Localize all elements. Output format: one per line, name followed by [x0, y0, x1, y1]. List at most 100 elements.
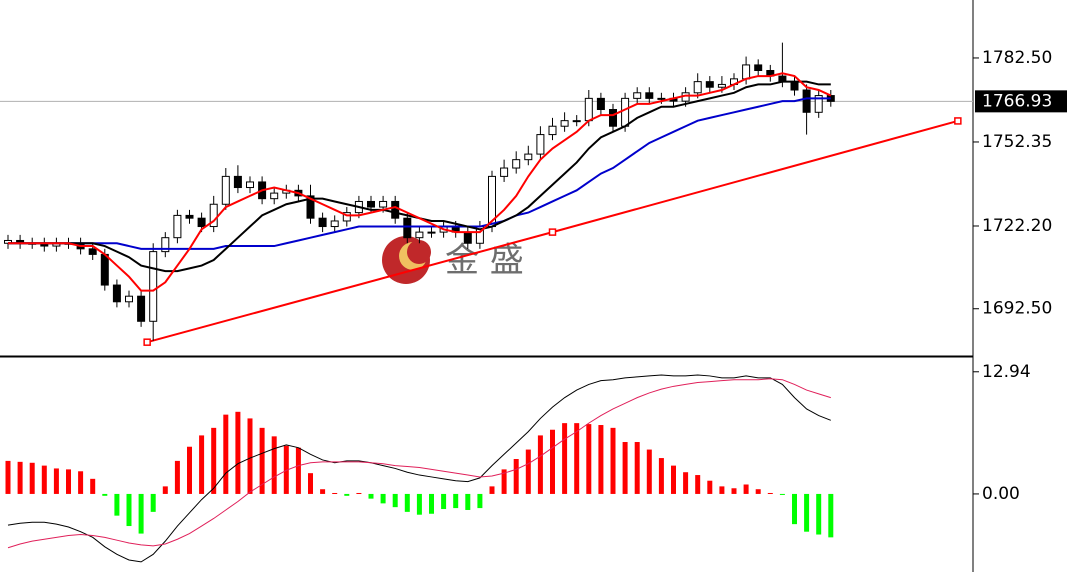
histogram-bar — [537, 435, 543, 494]
indicator-line — [7, 374, 831, 563]
histogram-bar — [767, 492, 773, 494]
histogram-bar — [187, 446, 192, 494]
histogram-bar — [29, 462, 35, 494]
candle-body — [112, 284, 121, 303]
histogram-bar — [223, 414, 229, 494]
histogram-bar — [816, 493, 822, 535]
last-price-box — [975, 90, 1067, 113]
candle-body — [621, 97, 630, 127]
histogram-bar — [683, 472, 689, 494]
candle-body — [657, 97, 666, 100]
watermark-logo — [382, 236, 431, 284]
histogram-bar — [501, 469, 507, 494]
histogram-bar — [66, 469, 71, 494]
histogram-bar — [755, 489, 761, 494]
candle-body — [572, 120, 581, 123]
histogram-bar — [344, 493, 350, 496]
candle-body — [790, 81, 799, 91]
watermark: 金 盛 — [445, 241, 524, 281]
candle-body — [524, 153, 533, 161]
histogram-bar — [53, 468, 59, 494]
histogram-bar — [513, 459, 519, 494]
histogram-bar — [5, 460, 11, 494]
candle-body — [246, 181, 254, 189]
histogram-bar — [211, 427, 217, 494]
candle-body — [415, 231, 424, 239]
histogram-bar — [162, 486, 168, 494]
y-tick-label: 0.00 — [982, 484, 1020, 504]
candle-body — [645, 92, 654, 99]
candle-body — [391, 200, 400, 219]
candle-body — [197, 217, 206, 228]
histogram-bar — [719, 486, 725, 494]
candle-body — [185, 214, 194, 219]
histogram-bar — [416, 493, 422, 515]
histogram-bar — [610, 427, 616, 494]
candle-body — [584, 97, 593, 122]
y-tick-label: 1692.50 — [982, 299, 1052, 319]
candle-body — [137, 295, 146, 322]
histogram-bar — [295, 447, 301, 494]
indicator-line — [7, 378, 831, 549]
candle-body — [100, 253, 109, 286]
candle-body — [754, 64, 763, 71]
candle-body — [717, 83, 726, 88]
candle-body — [427, 231, 436, 234]
histogram-bar — [320, 489, 326, 494]
y-tick-label: 1782.50 — [982, 48, 1052, 68]
histogram-bar — [102, 493, 108, 496]
histogram-bar — [707, 480, 713, 494]
histogram-bar — [525, 449, 531, 494]
candle-body — [802, 89, 811, 113]
candle-body — [330, 220, 339, 228]
histogram-bar — [465, 493, 471, 510]
candle-body — [125, 295, 133, 303]
histogram-bar — [368, 493, 374, 499]
candle-body — [500, 167, 509, 177]
histogram-bar — [150, 493, 156, 512]
trendline-anchor — [548, 228, 557, 236]
candle-body — [548, 125, 557, 136]
trendline-anchor — [143, 338, 151, 346]
y-tick-label: 12.94 — [982, 362, 1031, 382]
histogram-bar — [550, 429, 555, 494]
histogram-bar — [380, 493, 386, 504]
candle-body — [705, 81, 714, 88]
histogram-bar — [174, 460, 180, 494]
trendline-anchor — [954, 117, 962, 125]
histogram-bar — [731, 488, 737, 494]
histogram-bar — [477, 493, 483, 509]
histogram-bar — [671, 465, 676, 494]
candle-body — [596, 97, 605, 111]
candle-body — [161, 237, 170, 253]
histogram-bar — [598, 425, 604, 494]
candle-body — [814, 95, 823, 113]
histogram-bar — [392, 493, 398, 508]
histogram-bar — [622, 442, 628, 494]
candle-body — [233, 175, 242, 189]
histogram-bar — [429, 493, 434, 514]
candle-body — [403, 217, 412, 239]
candle-body — [306, 195, 315, 219]
histogram-bar — [634, 442, 640, 494]
histogram-bar — [199, 435, 205, 494]
histogram-bar — [646, 449, 652, 494]
histogram-bar — [404, 493, 410, 512]
histogram-bar — [259, 427, 265, 494]
histogram-bar — [574, 423, 580, 494]
histogram-bar — [332, 492, 338, 494]
candle-body — [318, 217, 327, 228]
histogram-bar — [792, 493, 797, 525]
last-price-label: 1766.93 — [982, 91, 1052, 111]
histogram-bar — [41, 465, 47, 494]
candle-body — [209, 203, 218, 228]
histogram-bar — [743, 484, 749, 494]
histogram-bar — [562, 423, 568, 494]
histogram-bar — [235, 411, 241, 494]
indicator-line — [8, 97, 831, 250]
histogram-bar — [17, 461, 23, 494]
candle-body — [173, 214, 182, 239]
histogram-bar — [78, 471, 84, 494]
histogram-bar — [489, 486, 495, 494]
